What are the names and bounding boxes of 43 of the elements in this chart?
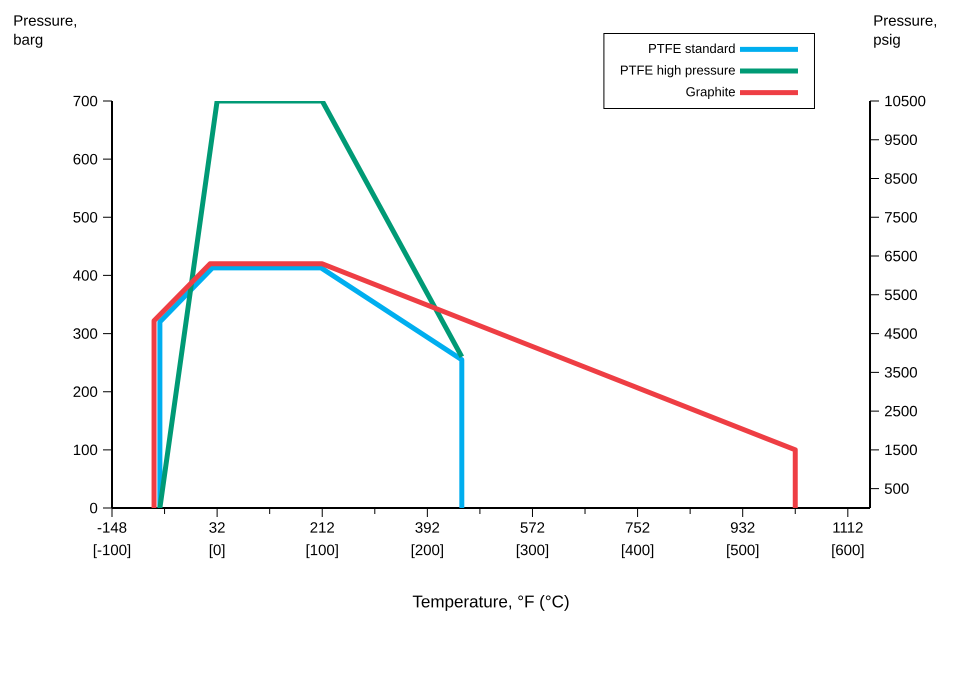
x-tick-label: 1112 (833, 522, 863, 533)
y-tick-label: 600 (74, 154, 98, 164)
legend-label: PTFE standard (649, 44, 735, 54)
y2-tick-label: 6500 (884, 250, 917, 262)
y2-tick-label: 4500 (884, 328, 917, 339)
x2-tick-label: [-100] (94, 544, 130, 558)
x2-tick-label: [200] (412, 544, 443, 558)
x-tick-label: 392 (415, 522, 440, 533)
y-tick-label: 400 (73, 270, 98, 281)
x2-tick-label: [500] (727, 544, 758, 558)
x2-tick-label: [300] (516, 544, 548, 558)
y-tick-label: 200 (74, 386, 98, 398)
x2-tick-label: [100] (306, 544, 338, 558)
x2-tick-label: [600] (832, 544, 864, 558)
legend-label: Graphite (686, 86, 735, 99)
x-tick-label: 572 (520, 522, 544, 533)
line-series (152, 261, 798, 508)
y2-tick-label: 2500 (884, 406, 917, 416)
x-tick-label: -148 (98, 522, 126, 533)
y-tick-label: 300 (73, 328, 98, 339)
x2-tick-label: [400] (622, 544, 654, 558)
y2-tick-label: 5500 (884, 290, 917, 300)
y2-tick-label: 1500 (885, 444, 917, 456)
y-axis-title: Pressure, barg (14, 15, 76, 48)
x-axis-title: Temperature, °F (°C) (412, 595, 569, 611)
y-tick-label: 100 (74, 444, 98, 456)
x-tick-label: 32 (209, 522, 225, 533)
x-tick-label: 752 (626, 522, 650, 533)
y-tick-label: 700 (74, 96, 98, 106)
y2-tick-label: 500 (884, 483, 909, 494)
y2-tick-label: 10500 (885, 96, 926, 106)
legend-label: PTFE high pressure (620, 65, 735, 78)
x-tick-label: 932 (730, 522, 754, 533)
y2-tick-label: 8500 (884, 173, 917, 184)
y-tick-label: 500 (73, 212, 98, 223)
y2-axis-title: Pressure, psig (874, 15, 936, 48)
y2-tick-label: 3500 (884, 367, 917, 378)
x-tick-label: 212 (310, 522, 334, 533)
y-tick-label: 0 (90, 502, 98, 514)
line-series (157, 265, 464, 508)
y2-tick-label: 9500 (884, 134, 917, 146)
x2-tick-label: [0] (210, 544, 224, 558)
y2-tick-label: 7500 (884, 212, 917, 223)
